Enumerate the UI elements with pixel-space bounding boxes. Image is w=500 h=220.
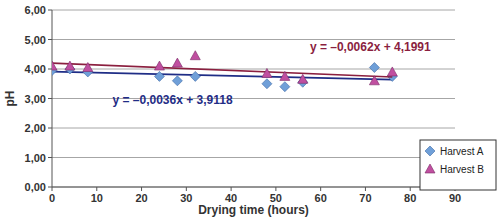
grid-line xyxy=(52,128,455,129)
legend-marker xyxy=(425,164,435,173)
point xyxy=(52,61,57,70)
grid-line xyxy=(52,157,455,158)
y-tick-label: 1,00 xyxy=(25,152,46,164)
point xyxy=(154,71,164,81)
y-tick-label: 0,00 xyxy=(25,181,46,193)
point xyxy=(172,58,182,67)
x-tick-label: 80 xyxy=(404,192,416,204)
point xyxy=(262,68,272,77)
legend-marker xyxy=(425,146,435,156)
chart: 0,001,002,003,004,005,006,00010203040506… xyxy=(0,0,500,220)
grid-line xyxy=(52,187,455,188)
y-tick xyxy=(48,39,52,40)
point xyxy=(280,82,290,92)
x-tick xyxy=(96,187,97,191)
y-tick-label: 2,00 xyxy=(25,122,46,134)
x-tick-label: 70 xyxy=(359,192,371,204)
y-axis-label: pH xyxy=(3,91,17,107)
x-tick xyxy=(186,187,187,191)
y-tick xyxy=(48,69,52,70)
series xyxy=(52,51,397,85)
x-tick xyxy=(320,187,321,191)
x-tick xyxy=(141,187,142,191)
x-tick xyxy=(275,187,276,191)
point xyxy=(65,61,75,70)
x-tick-label: 30 xyxy=(180,192,192,204)
y-tick-label: 6,00 xyxy=(25,4,46,16)
x-tick-label: 0 xyxy=(49,192,55,204)
point xyxy=(190,51,200,60)
point xyxy=(262,79,272,89)
x-tick-label: 10 xyxy=(91,192,103,204)
legend-label: Harvest B xyxy=(440,164,484,175)
y-tick-label: 4,00 xyxy=(25,63,46,75)
y-axis xyxy=(52,10,53,187)
point xyxy=(172,76,182,86)
x-tick-label: 60 xyxy=(315,192,327,204)
y-tick-label: 5,00 xyxy=(25,34,46,46)
trend-line xyxy=(52,63,392,77)
x-tick xyxy=(365,187,366,191)
plot-marks xyxy=(52,51,397,92)
point xyxy=(369,63,379,73)
y-tick xyxy=(48,10,52,11)
point xyxy=(280,71,290,80)
point xyxy=(190,71,200,81)
legend-box xyxy=(420,140,496,190)
series xyxy=(52,63,397,92)
point xyxy=(369,76,379,85)
x-axis xyxy=(52,187,455,188)
x-tick xyxy=(52,187,53,191)
trend-equation: y = –0,0062x + 4,1991 xyxy=(310,40,431,54)
y-tick xyxy=(48,128,52,129)
trend-equation: y = –0,0036x + 3,9118 xyxy=(112,93,232,107)
x-tick-label: 90 xyxy=(449,192,461,204)
point xyxy=(154,61,164,70)
y-tick-label: 3,00 xyxy=(25,93,46,105)
grid-line xyxy=(52,10,455,11)
point xyxy=(298,74,308,83)
x-axis-label: Drying time (hours) xyxy=(198,203,309,217)
x-tick-label: 20 xyxy=(135,192,147,204)
grid-line xyxy=(52,69,455,70)
x-tick xyxy=(410,187,411,191)
y-tick xyxy=(48,187,52,188)
point xyxy=(387,67,397,76)
legend: Harvest A Harvest B xyxy=(420,140,496,190)
x-tick xyxy=(231,187,232,191)
y-tick xyxy=(48,157,52,158)
y-tick xyxy=(48,98,52,99)
point xyxy=(83,63,93,72)
legend-label: Harvest A xyxy=(440,146,484,157)
grid xyxy=(52,10,455,187)
